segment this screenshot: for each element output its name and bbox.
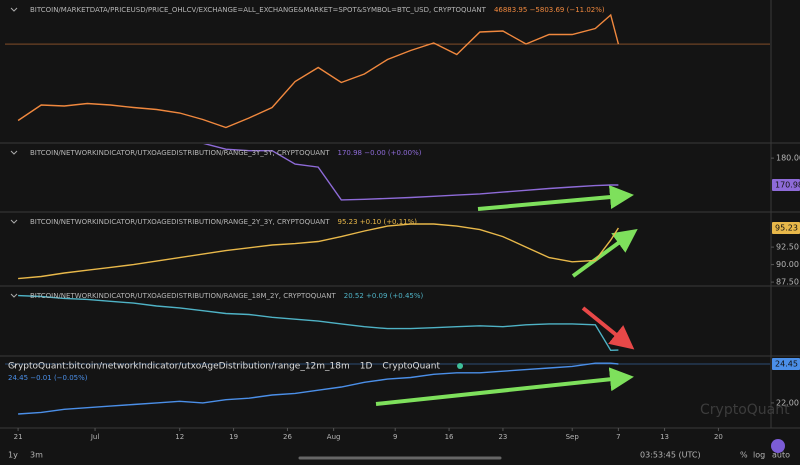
- last-value-box: [772, 221, 800, 234]
- y-tick-label: 92.50: [776, 243, 799, 252]
- y-tick-label: 22.00: [776, 398, 799, 407]
- x-tick-label: 19: [229, 433, 238, 441]
- collapse-icon: [10, 150, 18, 155]
- x-tick-label: 20: [714, 433, 723, 441]
- interval: 1D: [360, 362, 373, 372]
- legend-value: 46883.95 −5803.69 (−11.02%): [494, 6, 605, 14]
- collapse-icon: [10, 293, 18, 298]
- status-dot: [457, 363, 464, 369]
- series-line: [18, 223, 619, 280]
- collapse-icon: [10, 7, 18, 12]
- x-tick-label: 7: [616, 433, 620, 441]
- clock: 03:53:45 (UTC): [640, 451, 701, 460]
- x-tick-label: 21: [14, 433, 23, 441]
- x-tick-label: 16: [445, 433, 454, 441]
- range-button[interactable]: 1y: [8, 451, 18, 460]
- collapse-icon: [10, 363, 18, 368]
- y-tick-label: 87.50: [776, 278, 799, 287]
- pane-title: BITCOIN/NETWORKINDICATOR/UTXOAGEDISTRIBU…: [30, 292, 336, 300]
- watermark: CryptoQuant: [700, 402, 790, 418]
- annotation-arrow: [571, 228, 638, 278]
- annotation-arrow: [375, 367, 634, 406]
- scale-option[interactable]: %: [740, 451, 748, 460]
- legend-value: 170.98 −0.00 (+0.00%): [338, 149, 422, 157]
- series-line: [203, 144, 619, 201]
- y-tick-label: 180.00: [776, 154, 800, 163]
- scale-option[interactable]: log: [753, 451, 765, 460]
- annotation-arrow: [477, 185, 634, 211]
- series-line: [18, 362, 619, 415]
- last-value-box: [772, 358, 800, 371]
- annotation-arrow: [581, 306, 635, 350]
- collapse-icon: [10, 219, 18, 224]
- x-tick-label: 26: [283, 433, 292, 441]
- x-tick-label: Jul: [90, 433, 100, 441]
- pane-title: BITCOIN/MARKETDATA/PRICEUSD/PRICE_OHLCV/…: [30, 6, 487, 14]
- x-tick-label: 13: [660, 433, 669, 441]
- scale-option[interactable]: auto: [772, 451, 790, 460]
- source: CryptoQuant: [382, 362, 440, 372]
- pane-title: BITCOIN/NETWORKINDICATOR/UTXOAGEDISTRIBU…: [30, 218, 330, 226]
- x-tick-label: Aug: [327, 433, 341, 441]
- series-line: [18, 294, 619, 352]
- x-tick-label: 12: [175, 433, 184, 441]
- x-tick-label: 23: [498, 433, 507, 441]
- legend-value: 24.45 −0.01 (−0.05%): [8, 374, 88, 382]
- pane-title: BITCOIN/NETWORKINDICATOR/UTXOAGEDISTRIBU…: [30, 149, 330, 157]
- last-value-label: 170.98: [775, 181, 800, 190]
- pane-separators: [0, 0, 800, 429]
- pane-title: CryptoQuant:bitcoin/networkIndicator/utx…: [8, 362, 350, 372]
- search-button[interactable]: [771, 439, 785, 453]
- x-tick-label: 9: [393, 433, 397, 441]
- x-tick-label: Sep: [566, 433, 580, 441]
- series-line: [17, 13, 620, 129]
- last-value-label: 24.45: [775, 360, 798, 369]
- legend-value: 20.52 +0.09 (+0.45%): [344, 292, 424, 300]
- range-button[interactable]: 3m: [30, 451, 43, 460]
- legend-value: 95.23 +0.10 (+0.11%): [338, 218, 418, 226]
- last-value-label: 95.23: [775, 223, 798, 232]
- y-tick-label: 90.00: [776, 260, 799, 269]
- last-value-box: [772, 179, 800, 192]
